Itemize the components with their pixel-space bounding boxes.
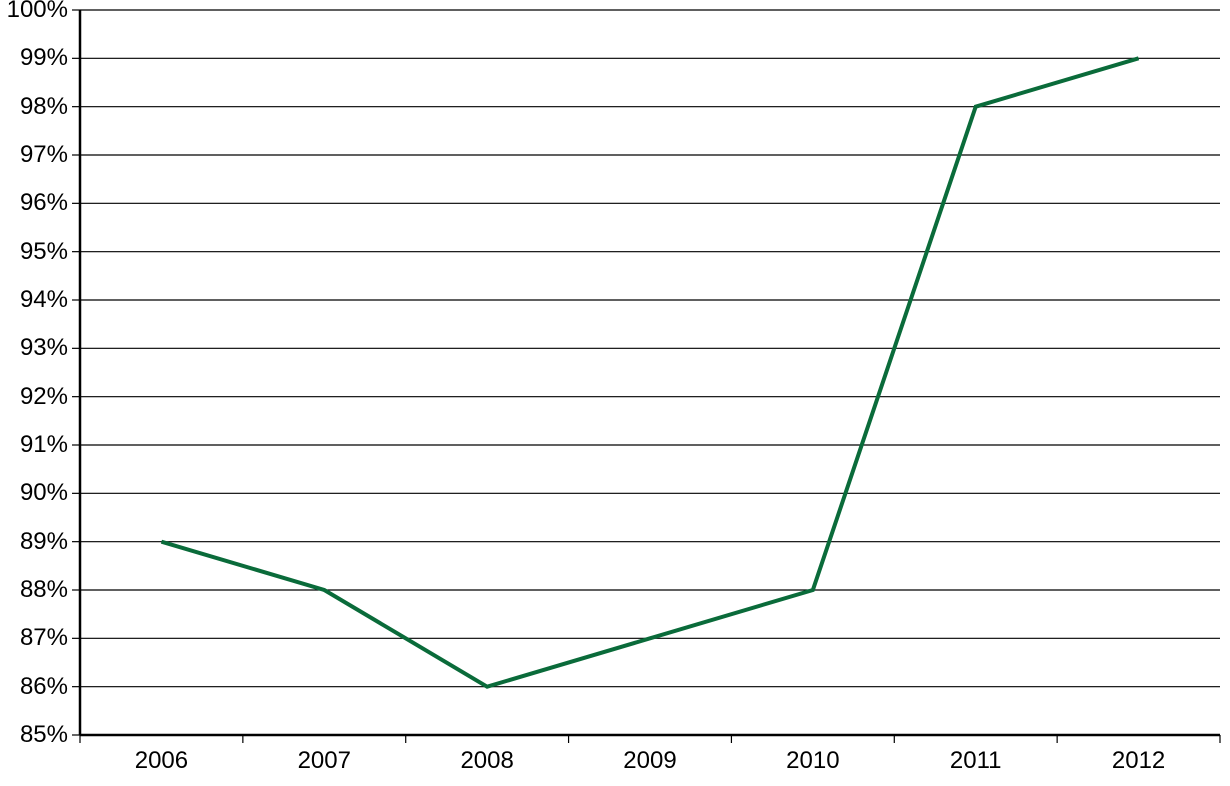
- y-tick-label: 89%: [20, 528, 68, 556]
- y-tick-label: 86%: [20, 673, 68, 701]
- y-tick-label: 100%: [7, 0, 68, 24]
- y-tick-label: 98%: [20, 93, 68, 121]
- x-tick-label: 2012: [1112, 747, 1165, 775]
- y-tick-label: 93%: [20, 334, 68, 362]
- y-tick-label: 92%: [20, 383, 68, 411]
- y-tick-label: 95%: [20, 238, 68, 266]
- y-tick-label: 85%: [20, 721, 68, 749]
- y-tick-label: 94%: [20, 286, 68, 314]
- x-tick-label: 2010: [786, 747, 839, 775]
- y-tick-label: 97%: [20, 141, 68, 169]
- y-tick-label: 88%: [20, 576, 68, 604]
- y-tick-label: 99%: [20, 44, 68, 72]
- x-tick-label: 2011: [950, 747, 1002, 775]
- y-tick-label: 90%: [20, 479, 68, 507]
- y-tick-label: 87%: [20, 624, 68, 652]
- y-tick-label: 91%: [20, 431, 68, 459]
- x-tick-label: 2008: [460, 747, 513, 775]
- line-chart: 85% 86% 87% 88% 89% 90% 91% 92% 93% 94% 95% 96% 97% 9…: [0, 0, 1230, 781]
- x-tick-label: 2006: [135, 747, 188, 775]
- chart-svg: [0, 0, 1230, 781]
- y-tick-label: 96%: [20, 189, 68, 217]
- x-tick-label: 2009: [623, 747, 676, 775]
- x-tick-label: 2007: [298, 747, 351, 775]
